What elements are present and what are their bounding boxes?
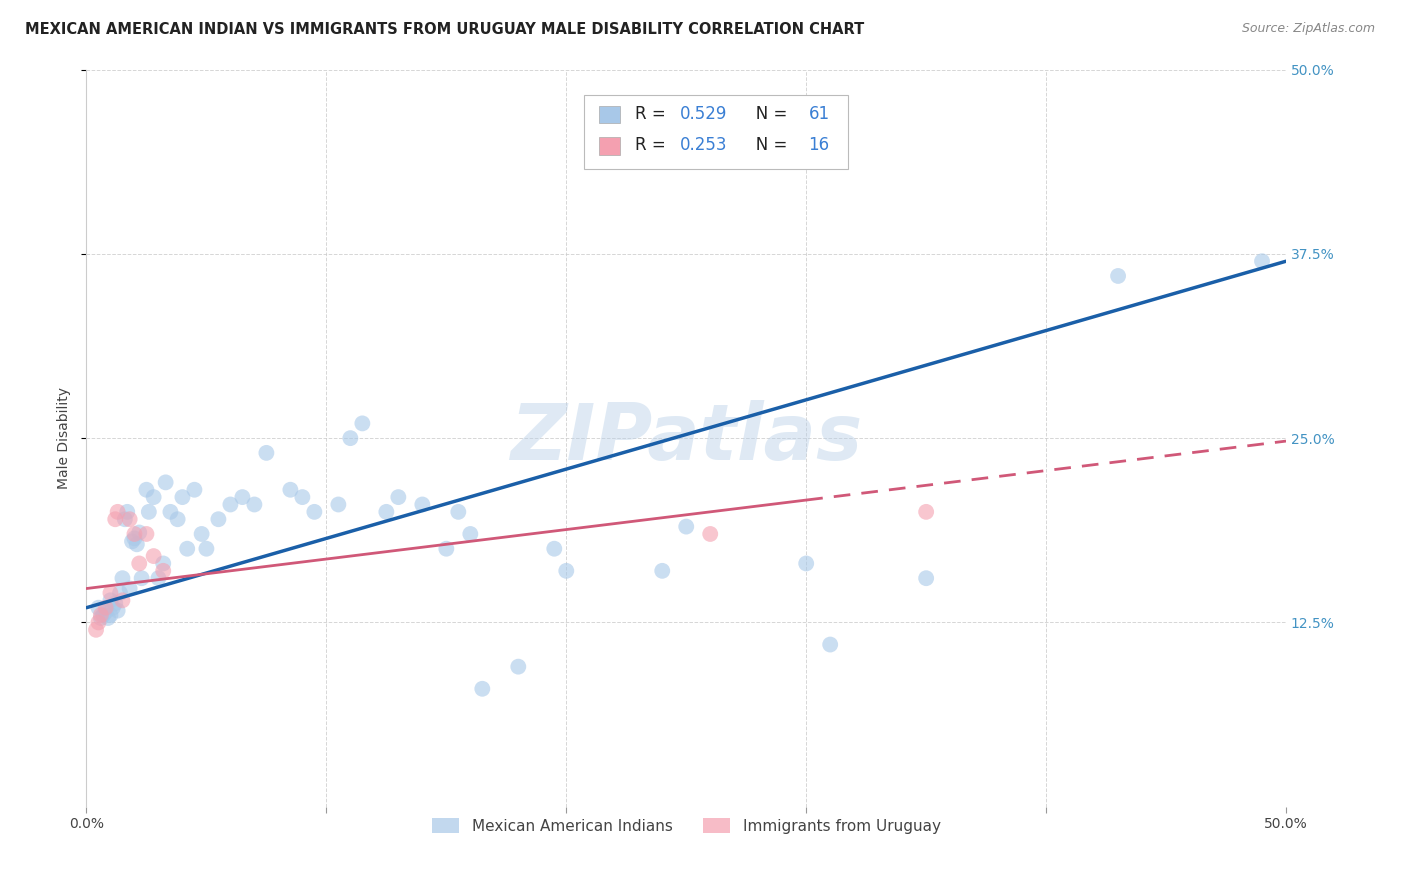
Point — [142, 549, 165, 563]
Bar — [599, 105, 620, 123]
Point — [699, 527, 721, 541]
Point — [152, 564, 174, 578]
Point — [152, 557, 174, 571]
Point — [107, 604, 129, 618]
Point — [159, 505, 181, 519]
Point — [176, 541, 198, 556]
Point — [125, 537, 148, 551]
Point — [231, 490, 253, 504]
Text: MEXICAN AMERICAN INDIAN VS IMMIGRANTS FROM URUGUAY MALE DISABILITY CORRELATION C: MEXICAN AMERICAN INDIAN VS IMMIGRANTS FR… — [25, 22, 865, 37]
Point — [291, 490, 314, 504]
Point — [94, 600, 117, 615]
Point — [101, 600, 124, 615]
Y-axis label: Male Disability: Male Disability — [58, 387, 72, 489]
Point — [124, 527, 146, 541]
Point — [135, 483, 157, 497]
Text: 61: 61 — [808, 104, 830, 123]
Point — [434, 541, 457, 556]
Text: R =: R = — [634, 104, 671, 123]
Point — [91, 608, 114, 623]
Legend: Mexican American Indians, Immigrants from Uruguay: Mexican American Indians, Immigrants fro… — [426, 812, 946, 839]
Point — [131, 571, 153, 585]
Point — [121, 534, 143, 549]
Text: N =: N = — [740, 104, 793, 123]
Point — [1251, 254, 1274, 268]
Point — [447, 505, 470, 519]
Point — [111, 593, 134, 607]
Point — [108, 586, 131, 600]
Point — [94, 605, 117, 619]
Point — [90, 611, 112, 625]
Point — [328, 498, 350, 512]
Point — [651, 564, 673, 578]
Point — [508, 659, 530, 673]
Point — [675, 519, 697, 533]
Point — [166, 512, 188, 526]
Point — [190, 527, 212, 541]
Point — [543, 541, 565, 556]
Point — [243, 498, 266, 512]
Point — [280, 483, 302, 497]
Point — [100, 586, 122, 600]
Point — [1107, 268, 1129, 283]
Text: ZIPatlas: ZIPatlas — [510, 401, 862, 476]
Point — [111, 571, 134, 585]
Point — [107, 505, 129, 519]
Point — [471, 681, 494, 696]
Point — [124, 532, 146, 546]
Point — [794, 557, 817, 571]
Point — [352, 417, 374, 431]
Point — [460, 527, 482, 541]
Bar — [599, 137, 620, 155]
Point — [183, 483, 205, 497]
Point — [207, 512, 229, 526]
Point — [155, 475, 177, 490]
Text: 16: 16 — [808, 136, 830, 154]
Text: 0.253: 0.253 — [681, 136, 728, 154]
Point — [148, 571, 170, 585]
Point — [128, 525, 150, 540]
Point — [90, 608, 112, 623]
Text: Source: ZipAtlas.com: Source: ZipAtlas.com — [1241, 22, 1375, 36]
Point — [304, 505, 326, 519]
Point — [87, 615, 110, 630]
Point — [138, 505, 160, 519]
Text: R =: R = — [634, 136, 671, 154]
Point — [254, 446, 277, 460]
Point — [195, 541, 218, 556]
Point — [411, 498, 433, 512]
Point — [128, 557, 150, 571]
Text: 0.529: 0.529 — [681, 104, 728, 123]
Point — [104, 596, 127, 610]
Point — [118, 512, 141, 526]
Point — [555, 564, 578, 578]
Point — [387, 490, 409, 504]
Point — [142, 490, 165, 504]
Point — [915, 571, 938, 585]
Point — [97, 611, 120, 625]
Point — [117, 505, 139, 519]
Point — [118, 582, 141, 596]
FancyBboxPatch shape — [585, 95, 848, 169]
Point — [339, 431, 361, 445]
Point — [87, 600, 110, 615]
Point — [915, 505, 938, 519]
Point — [114, 512, 136, 526]
Point — [84, 623, 107, 637]
Point — [818, 638, 841, 652]
Point — [375, 505, 398, 519]
Text: N =: N = — [740, 136, 793, 154]
Point — [100, 608, 122, 623]
Point — [172, 490, 194, 504]
Point — [104, 512, 127, 526]
Point — [135, 527, 157, 541]
Point — [219, 498, 242, 512]
Point — [100, 593, 122, 607]
